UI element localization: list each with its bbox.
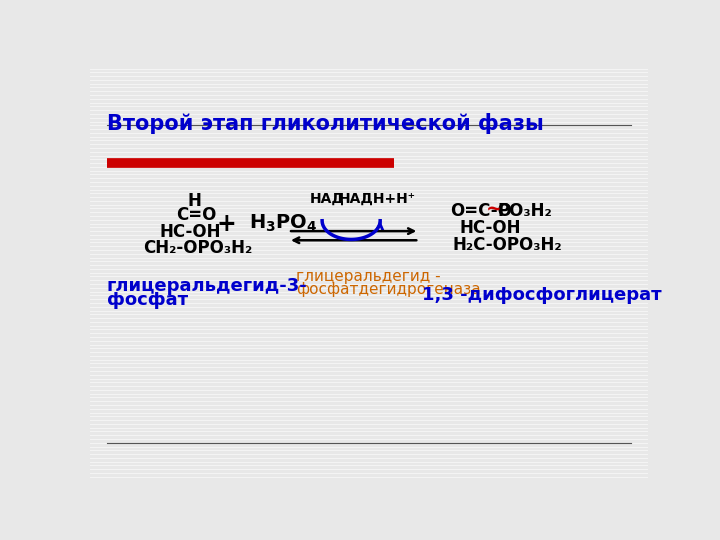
Text: HC-OH: HC-OH [460, 219, 521, 237]
Text: 1,3 -дифосфоглицерат: 1,3 -дифосфоглицерат [422, 286, 662, 304]
Text: +: + [217, 212, 237, 235]
Text: H: H [188, 192, 202, 210]
Text: C=O: C=O [176, 206, 217, 224]
Text: ∼: ∼ [485, 200, 503, 220]
Text: НАД: НАД [310, 192, 345, 206]
Text: HC-OH: HC-OH [160, 223, 221, 241]
Text: $\mathbf{H_3PO_4}$: $\mathbf{H_3PO_4}$ [249, 213, 318, 234]
Text: CH₂-OPO₃H₂: CH₂-OPO₃H₂ [143, 239, 252, 258]
Text: Второй этап гликолитической фазы: Второй этап гликолитической фазы [107, 113, 544, 133]
Text: фосфатдегидрогеназа: фосфатдегидрогеназа [297, 282, 481, 297]
Text: НАДН+Н⁺: НАДН+Н⁺ [339, 192, 416, 206]
Text: H₂C-OPO₃H₂: H₂C-OPO₃H₂ [453, 236, 562, 254]
Text: PO₃H₂: PO₃H₂ [498, 202, 553, 220]
Text: фосфат: фосфат [107, 292, 188, 309]
Text: глицеральдегид -: глицеральдегид - [297, 268, 441, 284]
Text: O=C-O: O=C-O [450, 202, 512, 220]
Text: глицеральдегид-3-: глицеральдегид-3- [107, 277, 307, 295]
